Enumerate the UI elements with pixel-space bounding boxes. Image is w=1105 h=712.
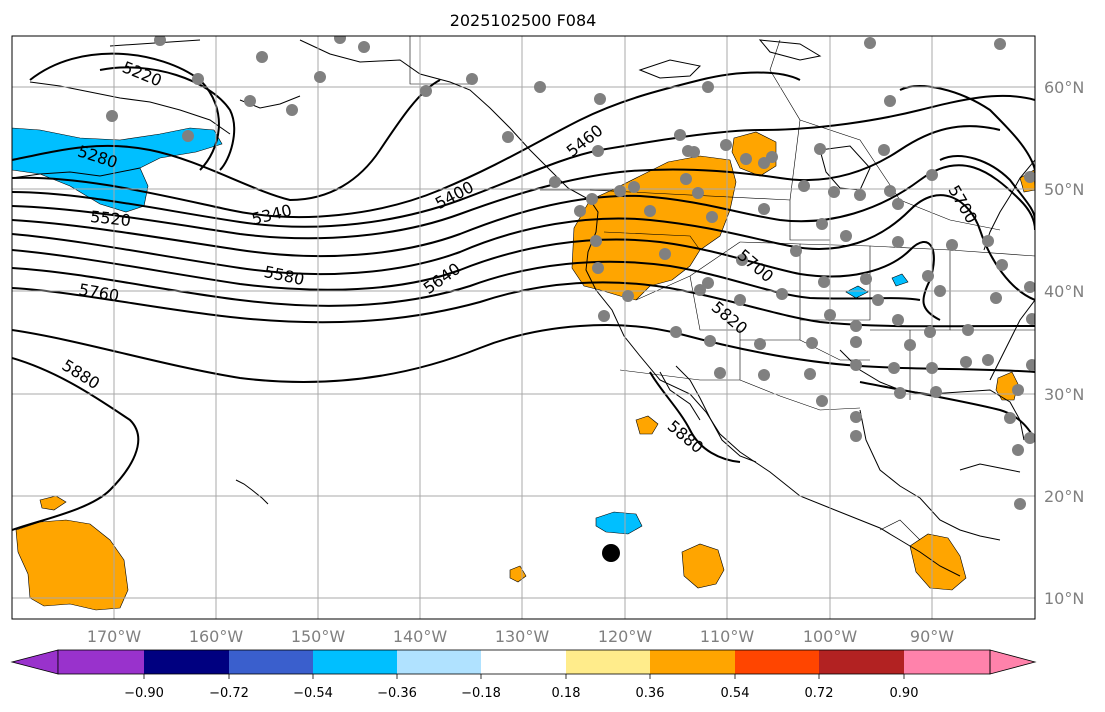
map-title: 2025102500 F084 [450, 11, 597, 30]
negative-anomaly-pacific [595, 511, 643, 535]
colorbar-segment [650, 650, 735, 674]
map-background [12, 36, 1035, 619]
lat-label: 50°N [1044, 180, 1084, 199]
positive-anomaly-hawaii-north [39, 495, 67, 511]
lon-label: 150°W [291, 627, 346, 646]
station-markers [106, 36, 1035, 510]
negative-anomaly-midwest-b [891, 273, 909, 287]
colorbar-tick-label: 0.90 [890, 686, 919, 701]
colorbar-ticks [143, 674, 905, 679]
colorbar-min-extension [10, 649, 59, 675]
map-frame [11, 35, 1036, 620]
lat-label: 40°N [1044, 282, 1084, 301]
graticule [12, 36, 1035, 619]
negative-anomaly-midwest-a [845, 285, 869, 299]
latitude-labels: 60°N 50°N 40°N 30°N 20°N 10°N [1044, 78, 1084, 608]
lon-label: 130°W [495, 627, 550, 646]
colorbar-tick-label: 0.54 [721, 686, 750, 701]
colorbar-tick-label: −0.36 [377, 686, 417, 701]
lon-label: 90°W [910, 627, 954, 646]
positive-anomaly-baja [635, 415, 659, 435]
colorbar-segment [735, 650, 819, 674]
contour-label: 5520 [89, 207, 131, 230]
storm-marker [602, 544, 620, 562]
colorbar-tick-label: 0.36 [636, 686, 665, 701]
colorbar-segment [481, 650, 566, 674]
colorbar-tick-label: −0.90 [124, 686, 164, 701]
lon-label: 160°W [189, 627, 244, 646]
colorbar-segment [144, 650, 229, 674]
lat-label: 30°N [1044, 385, 1084, 404]
colorbar-outline [57, 649, 991, 675]
colorbar-segment [819, 650, 904, 674]
lon-label: 120°W [598, 627, 653, 646]
lon-label: 170°W [87, 627, 142, 646]
positive-anomaly-hawaii [15, 519, 129, 611]
lat-label: 10°N [1044, 589, 1084, 608]
colorbar-segment [397, 650, 481, 674]
colorbar-segment [58, 650, 144, 674]
lon-label: 110°W [700, 627, 755, 646]
lat-label: 60°N [1044, 78, 1084, 97]
colorbar-tick-label: −0.18 [461, 686, 501, 701]
positive-anomaly-pacific-a [681, 543, 725, 589]
colorbar-tick-label: 0.72 [805, 686, 834, 701]
lon-label: 100°W [803, 627, 858, 646]
colorbar-tick-label: −0.54 [293, 686, 333, 701]
colorbar: −0.90 −0.72 −0.54 −0.36 −0.18 0.18 0.36 … [10, 649, 1037, 701]
colorbar-tick-label: −0.72 [209, 686, 249, 701]
positive-anomaly-gulf-coast [995, 371, 1019, 401]
height-contours [12, 52, 1035, 531]
colorbar-max-extension [989, 649, 1037, 675]
colorbar-segment [313, 650, 397, 674]
colorbar-tick-label: 0.18 [552, 686, 581, 701]
lon-label: 140°W [393, 627, 448, 646]
positive-anomaly-central-america [909, 533, 967, 591]
lat-label: 20°N [1044, 487, 1084, 506]
colorbar-segment [229, 650, 313, 674]
longitude-labels: 170°W 160°W 150°W 140°W 130°W 120°W 110°… [87, 627, 954, 646]
colorbar-segment [904, 650, 990, 674]
colorbar-segment [566, 650, 650, 674]
